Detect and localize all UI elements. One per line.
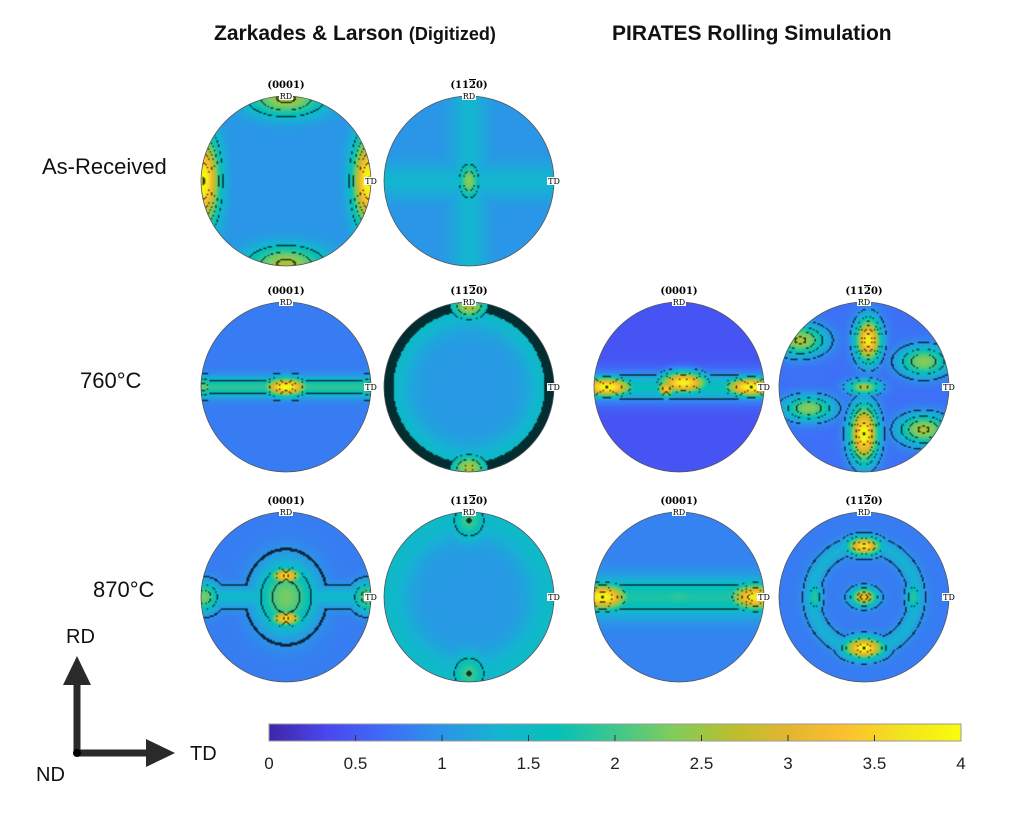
- td-axis-tag: TD: [548, 383, 560, 392]
- rd-axis-tag: RD: [673, 508, 685, 517]
- colorbar-tick-label: 0: [264, 754, 273, 773]
- pole-figure-density: [201, 302, 371, 472]
- td-axis-tag: TD: [365, 177, 377, 186]
- td-axis-tag: TD: [365, 383, 377, 392]
- pole-figure-density: [384, 96, 554, 266]
- triad-nd-label: ND: [36, 764, 65, 786]
- pole-figure-title: (1120): [845, 496, 882, 507]
- pole-figure-panel: (1120)RD TD: [778, 286, 956, 473]
- pole-figure-title: (1120): [845, 286, 882, 297]
- td-axis-tag: TD: [548, 177, 560, 186]
- pole-figure-density: [594, 512, 764, 682]
- rd-axis-tag: RD: [463, 298, 475, 307]
- rd-axis-tag: RD: [673, 298, 685, 307]
- left-title-text: Zarkades & Larson: [214, 22, 404, 45]
- td-axis-tag: TD: [943, 383, 955, 392]
- rd-axis-tag: RD: [858, 298, 870, 307]
- td-axis-tag: TD: [758, 593, 770, 602]
- pole-figure-panel: (1120)RD TD: [778, 496, 956, 683]
- pole-figure-title: (1120): [450, 286, 487, 297]
- td-arrow-head: [146, 739, 175, 767]
- pole-figure-title: (0001): [267, 80, 304, 91]
- rd-axis-tag: RD: [858, 508, 870, 517]
- colorbar-tick-label: 1: [437, 754, 446, 773]
- pole-figure-panel: (0001)RD TD: [593, 496, 771, 683]
- td-axis-tag: TD: [365, 593, 377, 602]
- rd-axis-tag: RD: [280, 92, 292, 101]
- td-axis-tag: TD: [548, 593, 560, 602]
- pole-figure-title: (0001): [660, 286, 697, 297]
- pole-figure-panel: (0001)RD TD: [200, 80, 378, 267]
- colorbar-tick-label: 4: [956, 754, 965, 773]
- td-axis-tag: TD: [758, 383, 770, 392]
- rd-axis-tag: RD: [463, 92, 475, 101]
- right-column-title: PIRATES Rolling Simulation: [612, 22, 892, 45]
- pole-figure-density: [384, 512, 554, 682]
- pole-figure-panel: (0001)RD TD: [200, 496, 378, 683]
- pole-figure-panel: (1120)RD TD: [383, 80, 561, 267]
- pole-figure-title: (1120): [450, 80, 487, 91]
- row-label-760: 760°C: [80, 368, 142, 393]
- td-axis-tag: TD: [943, 593, 955, 602]
- pole-figure-panel: (1120)RD TD: [383, 496, 561, 683]
- pole-figure-panel: (1120)RD TD: [383, 286, 561, 473]
- row-label-as-received: As-Received: [42, 154, 167, 179]
- rd-axis-tag: RD: [463, 508, 475, 517]
- triad-rd-label: RD: [66, 626, 95, 648]
- pole-figure-title: (0001): [267, 286, 304, 297]
- pole-figure-density: [201, 512, 371, 682]
- colorbar: 0 0.5 1 1.5 2 2.5 3 3.5 4: [264, 723, 966, 773]
- pole-figure-density: [779, 302, 949, 472]
- pole-figure-panel: (0001)RD TD: [593, 286, 771, 473]
- rd-axis-tag: RD: [280, 508, 292, 517]
- colorbar-tick-label: 1.5: [517, 754, 541, 773]
- colorbar-tick-label: 2: [610, 754, 619, 773]
- pole-figure-title: (0001): [660, 496, 697, 507]
- colorbar-tick-label: 3: [783, 754, 792, 773]
- pole-figure-panel: (0001)RD TD: [200, 286, 378, 473]
- colorbar-tick-label: 3.5: [863, 754, 887, 773]
- nd-origin-dot: [73, 749, 81, 757]
- triad-td-label: TD: [190, 743, 217, 765]
- pole-figure-density: [594, 302, 764, 472]
- pole-figure-title: (0001): [267, 496, 304, 507]
- pole-figure-density: [779, 512, 949, 682]
- colorbar-tick-label: 0.5: [344, 754, 368, 773]
- rd-axis-tag: RD: [280, 298, 292, 307]
- colorbar-tick-label: 2.5: [690, 754, 714, 773]
- left-column-title: Zarkades & Larson (Digitized): [214, 22, 496, 46]
- rd-td-nd-triad: [63, 656, 175, 767]
- rd-arrow-head: [63, 656, 91, 685]
- pole-figure-density: [201, 96, 371, 266]
- row-label-870: 870°C: [93, 577, 155, 602]
- left-subtitle-text: (Digitized): [408, 24, 496, 44]
- pole-figure-title: (1120): [450, 496, 487, 507]
- pole-figure-density: [384, 302, 554, 472]
